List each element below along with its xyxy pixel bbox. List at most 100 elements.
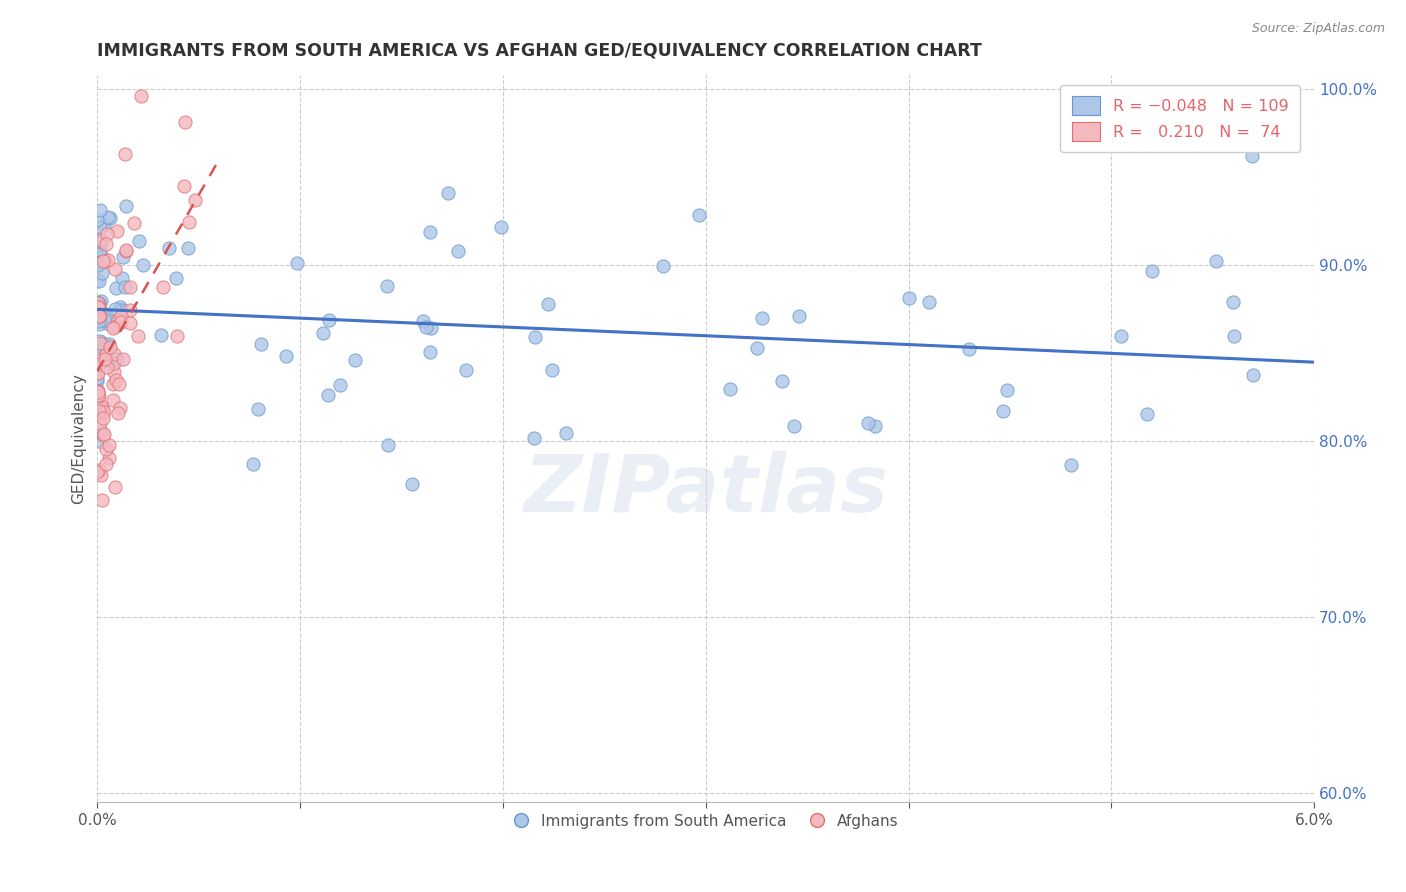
Point	[89, 335, 111, 350]
Point	[93, 337, 115, 351]
Point	[437, 186, 460, 201]
Point	[1222, 295, 1244, 310]
Point	[173, 179, 195, 194]
Point	[112, 250, 135, 264]
Point	[489, 219, 512, 234]
Point	[108, 300, 131, 314]
Point	[177, 214, 200, 228]
Point	[86, 465, 108, 479]
Point	[87, 310, 110, 324]
Point	[91, 411, 114, 425]
Point	[103, 320, 125, 334]
Point	[918, 294, 941, 309]
Point	[91, 254, 114, 268]
Point	[86, 342, 108, 356]
Point	[651, 260, 673, 274]
Point	[87, 399, 110, 413]
Point	[91, 403, 114, 417]
Point	[751, 311, 773, 326]
Point	[90, 235, 112, 249]
Point	[316, 388, 339, 402]
Point	[94, 351, 117, 366]
Point	[91, 266, 114, 280]
Point	[120, 302, 142, 317]
Point	[401, 476, 423, 491]
Point	[87, 309, 110, 323]
Point	[87, 358, 110, 372]
Point	[184, 193, 207, 207]
Point	[94, 442, 117, 456]
Text: Source: ZipAtlas.com: Source: ZipAtlas.com	[1251, 22, 1385, 36]
Point	[87, 405, 110, 419]
Point	[87, 463, 110, 477]
Point	[114, 147, 136, 161]
Point	[89, 244, 111, 258]
Point	[86, 337, 108, 351]
Point	[1136, 407, 1159, 421]
Point	[276, 349, 298, 363]
Point	[107, 313, 129, 327]
Point	[89, 404, 111, 418]
Point	[174, 115, 197, 129]
Point	[856, 416, 879, 430]
Point	[104, 480, 127, 494]
Point	[110, 302, 132, 317]
Point	[90, 468, 112, 483]
Point	[94, 317, 117, 331]
Point	[86, 273, 108, 287]
Point	[93, 337, 115, 351]
Point	[96, 359, 118, 374]
Point	[898, 291, 921, 305]
Point	[115, 244, 138, 258]
Point	[91, 427, 114, 442]
Point	[1109, 329, 1132, 343]
Point	[127, 328, 149, 343]
Point	[87, 385, 110, 400]
Point	[863, 418, 886, 433]
Point	[93, 426, 115, 441]
Point	[89, 202, 111, 217]
Point	[98, 211, 121, 226]
Point	[93, 405, 115, 419]
Point	[90, 425, 112, 439]
Point	[87, 274, 110, 288]
Point	[96, 347, 118, 361]
Point	[537, 297, 560, 311]
Point	[86, 383, 108, 397]
Point	[87, 389, 110, 403]
Point	[90, 304, 112, 318]
Point	[419, 225, 441, 239]
Point	[1060, 458, 1083, 473]
Point	[688, 208, 710, 222]
Point	[107, 406, 129, 420]
Point	[93, 312, 115, 326]
Point	[419, 321, 441, 335]
Point	[111, 270, 134, 285]
Point	[93, 252, 115, 267]
Point	[97, 252, 120, 267]
Point	[312, 326, 335, 340]
Point	[87, 300, 110, 314]
Point	[89, 300, 111, 314]
Point	[108, 401, 131, 416]
Point	[107, 224, 129, 238]
Y-axis label: GED/Equivalency: GED/Equivalency	[72, 373, 86, 504]
Point	[447, 244, 470, 258]
Point	[103, 356, 125, 370]
Point	[87, 258, 110, 272]
Point	[770, 374, 793, 388]
Point	[87, 299, 110, 313]
Point	[105, 352, 128, 367]
Point	[90, 250, 112, 264]
Point	[86, 374, 108, 388]
Point	[87, 296, 110, 310]
Point	[90, 233, 112, 247]
Point	[329, 378, 352, 392]
Point	[377, 278, 399, 293]
Point	[86, 249, 108, 263]
Point	[541, 363, 564, 377]
Point	[150, 327, 173, 342]
Point	[166, 329, 188, 343]
Point	[89, 220, 111, 235]
Point	[103, 347, 125, 361]
